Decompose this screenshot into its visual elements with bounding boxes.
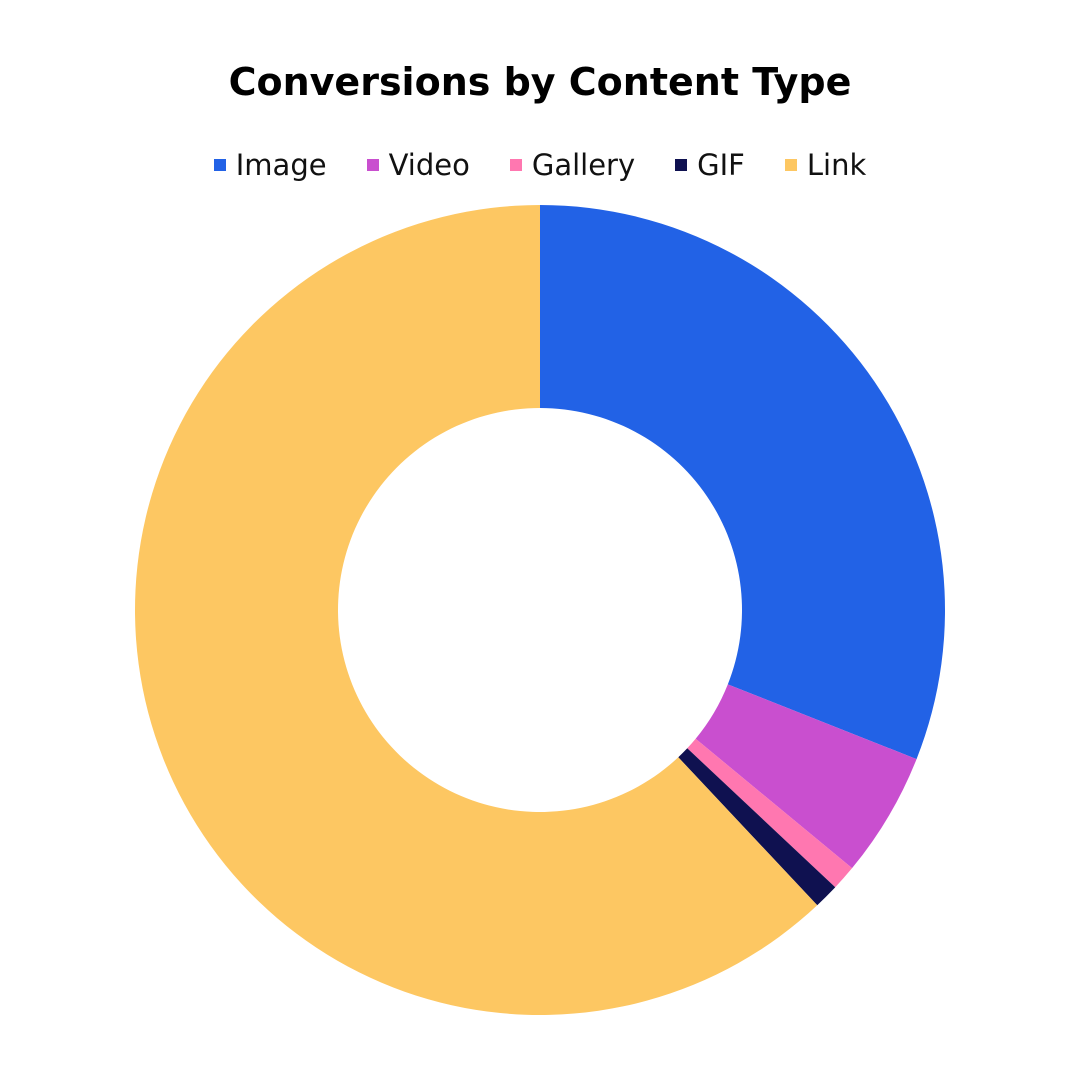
legend-label: Video <box>388 148 470 182</box>
legend-item-video: Video <box>366 148 470 182</box>
slice-gallery <box>687 738 853 888</box>
legend-item-link: Link <box>784 148 867 182</box>
slice-image <box>540 205 945 760</box>
legend-label: Link <box>806 148 867 182</box>
legend-label: Gallery <box>531 148 636 182</box>
legend-item-gif: GIF <box>675 148 745 182</box>
legend-swatch <box>213 159 226 171</box>
chart-title: Conversions by Content Type <box>228 60 852 104</box>
legend: Image Video Gallery GIF Link <box>0 148 1080 182</box>
legend-swatch <box>509 159 522 171</box>
legend-item-gallery: Gallery <box>509 148 636 182</box>
legend-item-image: Image <box>213 148 327 182</box>
legend-swatch <box>675 159 688 171</box>
slice-video <box>695 684 917 869</box>
legend-swatch <box>366 159 379 171</box>
legend-swatch <box>784 159 797 171</box>
slice-link <box>135 205 818 1015</box>
legend-label: GIF <box>697 148 745 182</box>
slice-gif <box>678 748 836 906</box>
legend-label: Image <box>235 148 327 182</box>
